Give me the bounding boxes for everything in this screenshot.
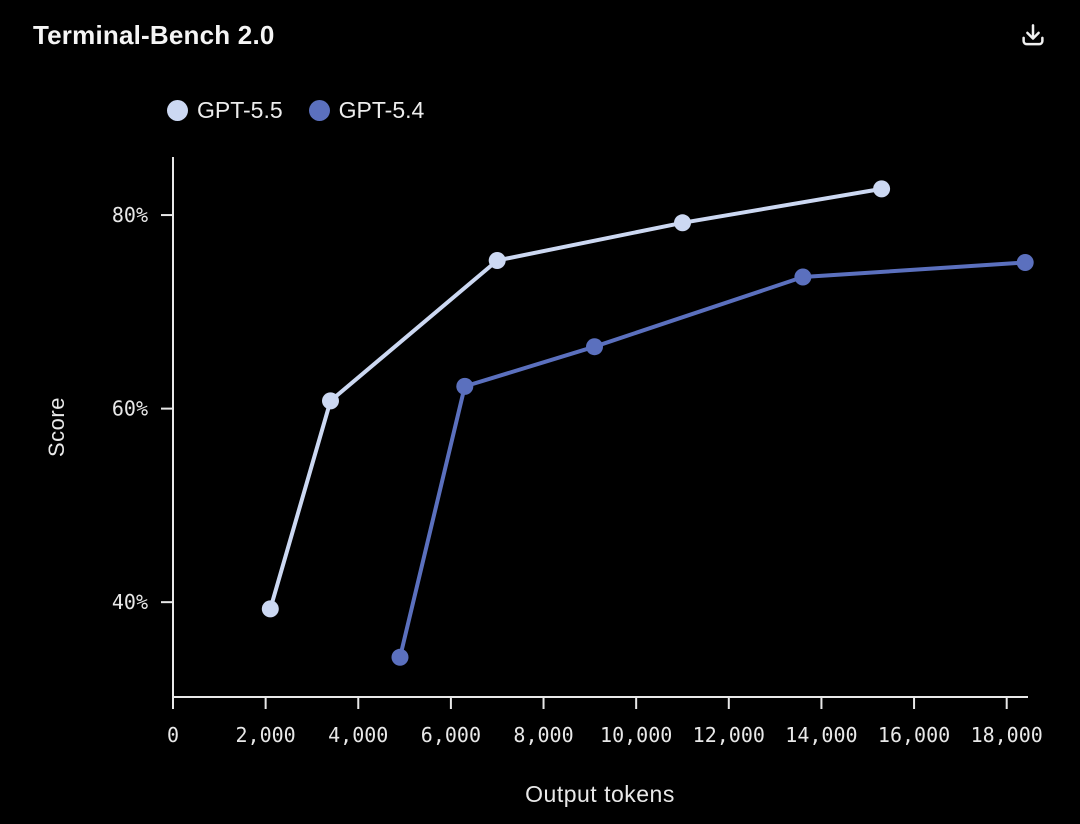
y-tick-label: 40%	[112, 590, 148, 614]
y-tick-label: 60%	[112, 397, 148, 421]
data-point-gpt-5-5-3	[674, 214, 691, 232]
chart-title: Terminal-Bench 2.0	[33, 20, 275, 50]
x-tick-label: 0	[167, 723, 179, 747]
data-point-gpt-5-4-3	[794, 268, 812, 286]
x-tick-label: 18,000	[971, 723, 1043, 747]
data-point-gpt-5-4-1	[456, 377, 474, 395]
data-point-gpt-5-5-2	[488, 252, 506, 269]
data-point-gpt-5-5-0	[261, 600, 279, 618]
x-tick-label: 6,000	[421, 723, 481, 747]
x-axis-title: Output tokens	[525, 781, 675, 807]
legend-item-gpt-5-4[interactable]: GPT-5.4	[308, 97, 425, 124]
series-line-gpt-5-5	[268, 186, 884, 611]
data-point-gpt-5-5-4	[873, 180, 891, 198]
legend-item-gpt-5-5[interactable]: GPT-5.5	[167, 97, 283, 124]
x-tick-label: 4,000	[328, 723, 388, 747]
y-tick-label: 80%	[112, 203, 148, 227]
legend-dot-gpt-5-4-icon	[308, 100, 330, 121]
download-button[interactable]	[1013, 16, 1053, 56]
x-tick-label: 16,000	[878, 723, 950, 747]
y-axis-title: Score	[44, 397, 69, 457]
data-point-gpt-5-5-1	[322, 392, 339, 410]
legend-dot-gpt-5-5-icon	[167, 100, 188, 121]
download-icon	[1022, 24, 1044, 46]
series-line-gpt-5-4	[398, 260, 1028, 660]
chart-legend: GPT-5.5 GPT-5.4	[167, 97, 424, 124]
x-tick-label: 8,000	[513, 723, 573, 747]
legend-label-gpt-5-5: GPT-5.5	[197, 97, 283, 123]
x-tick-label: 12,000	[693, 723, 765, 747]
data-point-gpt-5-4-2	[586, 338, 603, 356]
x-tick-label: 2,000	[236, 723, 296, 747]
x-tick-label: 14,000	[785, 723, 857, 747]
legend-label-gpt-5-4: GPT-5.4	[338, 97, 425, 123]
x-tick-label: 10,000	[600, 723, 672, 747]
data-point-gpt-5-4-4	[1016, 254, 1034, 271]
data-point-gpt-5-4-0	[391, 648, 409, 666]
